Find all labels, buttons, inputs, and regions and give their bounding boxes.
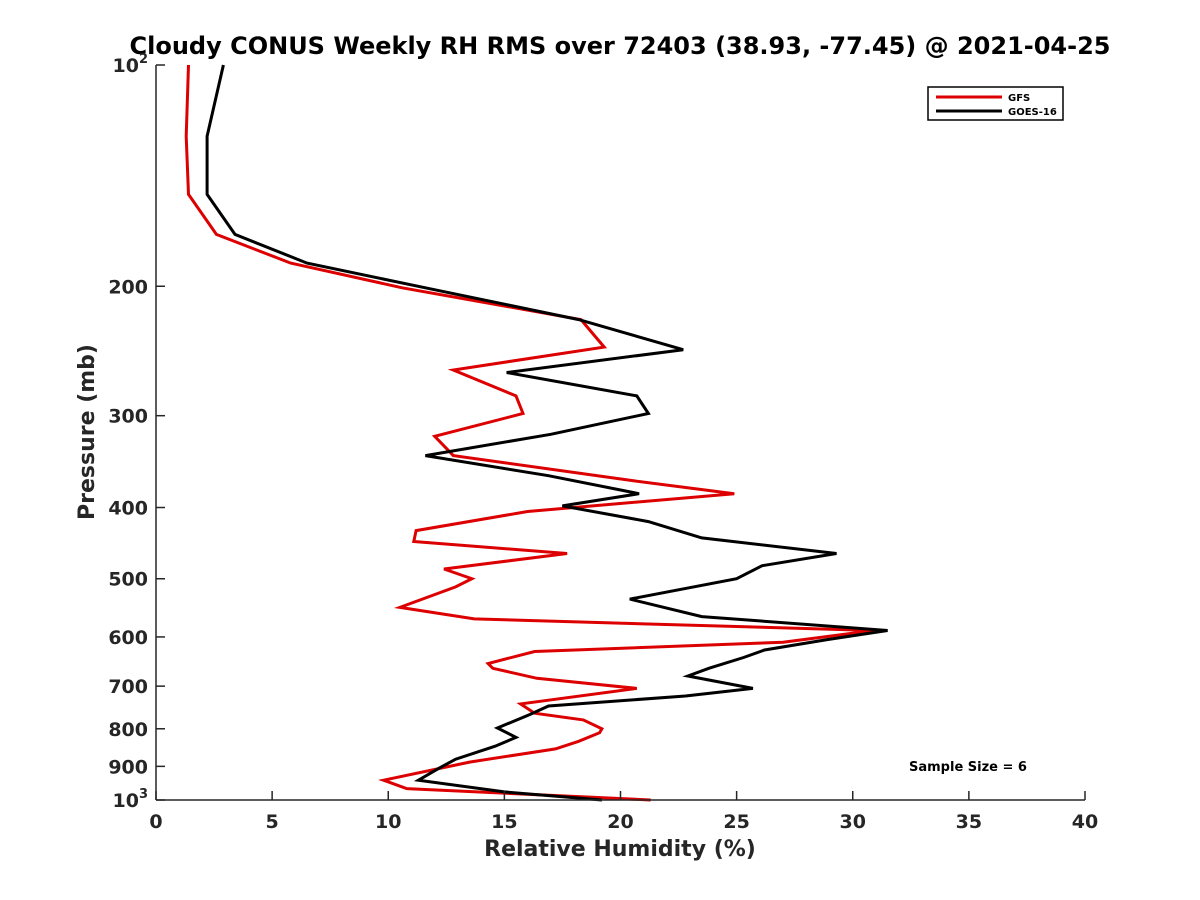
- x-tick-label: 25: [723, 811, 749, 833]
- legend-label-goes-16: GOES-16: [1008, 107, 1057, 118]
- x-tick-label: 15: [491, 811, 517, 833]
- legend-label-gfs: GFS: [1008, 93, 1030, 104]
- series-layer: [184, 64, 888, 802]
- x-tick-label: 40: [1072, 811, 1098, 833]
- y-tick-label: 400: [108, 498, 148, 520]
- y-tick-label: 300: [108, 406, 148, 428]
- x-axis-label: Relative Humidity (%): [484, 837, 756, 862]
- chart-title: Cloudy CONUS Weekly RH RMS over 72403 (3…: [130, 32, 1111, 60]
- x-tick-label: 5: [266, 811, 279, 833]
- y-tick-label: 600: [108, 627, 148, 649]
- series-line-gfs: [184, 64, 874, 802]
- y-tick-label: 800: [108, 719, 148, 741]
- x-tick-label: 30: [840, 811, 866, 833]
- x-tick-label: 10: [375, 811, 401, 833]
- y-tick-label: 500: [108, 569, 148, 591]
- x-tick-label: 35: [956, 811, 982, 833]
- sample-size-annotation: Sample Size = 6: [909, 760, 1027, 775]
- y-tick-label: 200: [108, 276, 148, 298]
- x-tick-label: 0: [149, 811, 162, 833]
- y-tick-label: 102: [113, 52, 149, 77]
- y-tick-label: 900: [108, 756, 148, 778]
- series-line-goes-16: [205, 64, 888, 802]
- y-tick-label: 700: [108, 676, 148, 698]
- y-axis-label: Pressure (mb): [75, 344, 100, 520]
- x-tick-label: 20: [607, 811, 633, 833]
- legend-box: [927, 86, 1064, 121]
- legend: GFS GOES-16: [927, 86, 1064, 121]
- axes-layer: 0 5 10 15 20 25 30 35 40 102 200 300 400 500 600 700 800…: [108, 52, 1098, 833]
- y-tick-label: 103: [113, 787, 149, 812]
